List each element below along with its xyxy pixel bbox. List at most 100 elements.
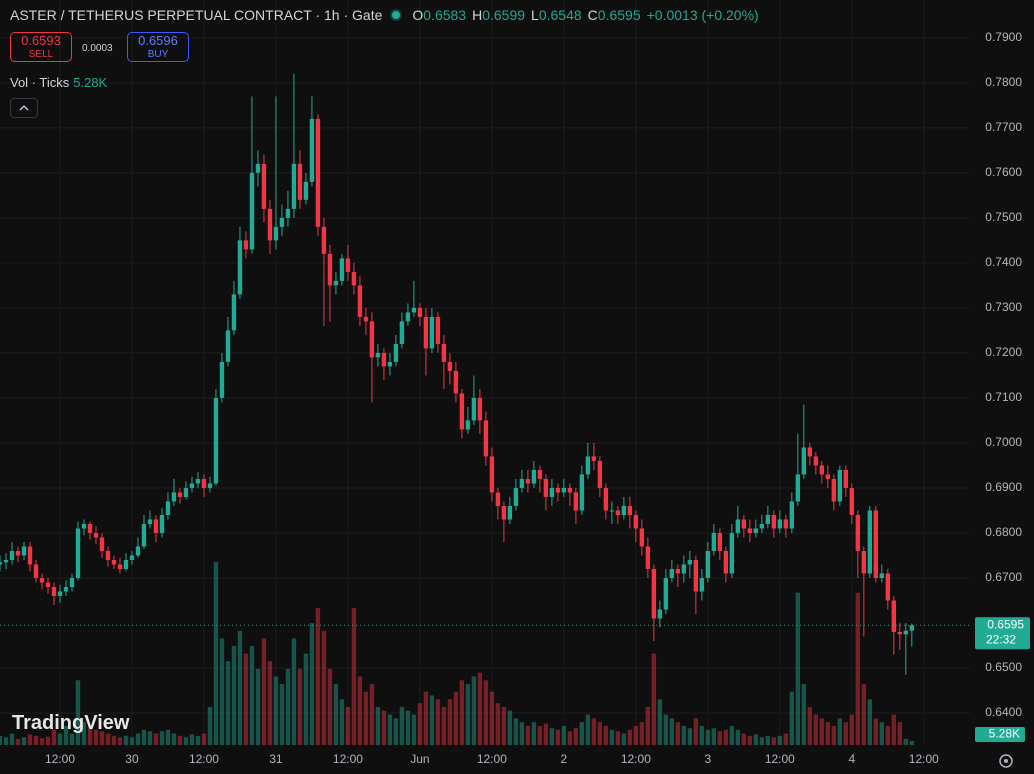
candle-body (813, 456, 819, 466)
candle-body (891, 600, 897, 633)
candle-body (315, 118, 321, 227)
volume-bar (831, 725, 837, 745)
volume-bar (15, 738, 21, 745)
volume-bar (639, 722, 645, 745)
volume-bar (279, 684, 285, 745)
volume-bar (51, 729, 57, 745)
volume-bar (549, 728, 555, 745)
volume-bar (693, 718, 699, 745)
candle-body (591, 456, 597, 461)
volume-bar (135, 733, 141, 745)
candle-body (117, 564, 123, 569)
volume-bar (207, 706, 213, 745)
volume-bar (39, 738, 45, 745)
volume-bar (753, 734, 759, 745)
y-tick-label: 0.6900 (985, 480, 1022, 494)
volume-bar (465, 684, 471, 745)
volume-bar (501, 706, 507, 745)
x-tick-label: 2 (561, 752, 568, 766)
candle-body (87, 523, 93, 533)
candle-body (429, 316, 435, 349)
volume-bar (759, 737, 765, 745)
candle-body (123, 559, 129, 569)
settings-button[interactable] (996, 751, 1016, 771)
volume-bar (615, 731, 621, 745)
y-tick-label: 0.7000 (985, 435, 1022, 449)
candle-body (159, 514, 165, 533)
volume-bar (849, 714, 855, 745)
candle-body (873, 510, 879, 578)
volume-bar (807, 706, 813, 745)
candle-body (795, 474, 801, 502)
volume-bar (477, 672, 483, 745)
buy-label: BUY (147, 49, 169, 60)
volume-bar (585, 714, 591, 745)
volume-bar (273, 676, 279, 745)
candle-body (723, 550, 729, 574)
ohlc-value: 0.6548 (538, 7, 582, 23)
candle-body (765, 514, 771, 524)
volume-bar (195, 735, 201, 745)
y-tick-label: 0.7600 (985, 165, 1022, 179)
volume-bar (771, 737, 777, 745)
volume-bar (267, 661, 273, 745)
volume-bar (333, 684, 339, 745)
volume-bar (129, 737, 135, 745)
candle-body (147, 519, 153, 524)
candle-body (507, 505, 513, 520)
x-tick-label: 12:00 (765, 752, 795, 766)
y-tick-label: 0.7100 (985, 390, 1022, 404)
volume-bar (747, 735, 753, 745)
volume-bar (837, 718, 843, 745)
volume-bar (255, 668, 261, 745)
x-tick-label: 30 (125, 752, 139, 766)
candle-body (33, 564, 39, 578)
candle-body (237, 240, 243, 295)
candle-body (219, 361, 225, 398)
candle-body (243, 240, 249, 250)
candle-body (387, 361, 393, 367)
collapse-button[interactable] (10, 98, 38, 118)
candle-body (573, 492, 579, 511)
volume-bar (909, 740, 915, 745)
volume-bar (339, 699, 345, 745)
volume-bar (645, 706, 651, 745)
candle-body (453, 370, 459, 394)
sell-button[interactable]: 0.6593 SELL (10, 32, 72, 62)
y-tick-label: 0.6500 (985, 660, 1022, 674)
candle-body (903, 630, 909, 635)
buy-button[interactable]: 0.6596 BUY (127, 32, 189, 62)
sell-label: SELL (28, 49, 54, 60)
volume-bar (405, 710, 411, 745)
volume-bar (885, 725, 891, 745)
volume-bar (309, 623, 315, 745)
candle-body (831, 478, 837, 502)
volume-bar (261, 638, 267, 745)
candle-body (405, 312, 411, 322)
volume-bar (189, 734, 195, 745)
volume-bar (729, 725, 735, 745)
y-tick-label: 0.7500 (985, 210, 1022, 224)
volume-bar (423, 691, 429, 745)
volume-bar (801, 684, 807, 745)
volume-bar (453, 691, 459, 745)
y-tick-label: 0.6700 (985, 570, 1022, 584)
volume-bar (249, 646, 255, 745)
candle-body (21, 546, 27, 556)
candle-body (759, 523, 765, 529)
ohlc-key: C (587, 7, 598, 23)
candle-body (699, 577, 705, 592)
volume-bar (903, 738, 909, 745)
candle-body (183, 487, 189, 497)
candle-body (177, 492, 183, 497)
candle-body (531, 469, 537, 484)
candle-body (327, 253, 333, 286)
volume-bar (171, 733, 177, 745)
volume-bar (825, 722, 831, 745)
candle-body (789, 501, 795, 529)
volume-bar (321, 630, 327, 745)
volume-bar (591, 718, 597, 745)
candle-body (3, 559, 9, 563)
candle-body (465, 420, 471, 430)
volume-bar (375, 706, 381, 745)
